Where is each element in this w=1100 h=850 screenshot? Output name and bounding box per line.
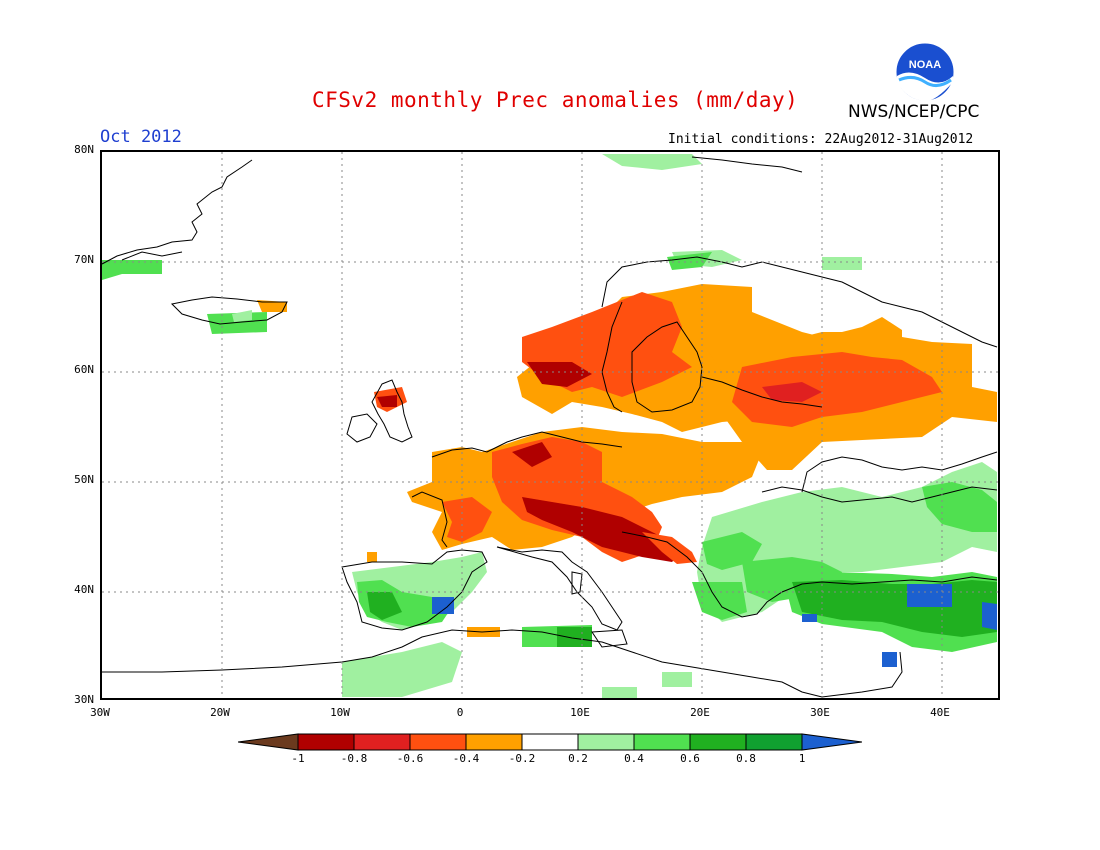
lon-label-10w: 10W — [330, 706, 350, 719]
patch-iceland-orange — [257, 300, 287, 312]
colorbar-tick-label: -0.4 — [452, 752, 480, 765]
colorbar-tick-label: -0.6 — [396, 752, 424, 765]
colorbar-swatch — [409, 733, 467, 751]
lon-label-30w: 30W — [90, 706, 110, 719]
logo-text: NOAA — [909, 59, 941, 71]
lon-label-0: 0 — [456, 706, 464, 719]
patch-russia-dark — [762, 382, 822, 402]
colorbar-swatch — [577, 733, 635, 751]
forecast-month: Oct 2012 — [100, 127, 182, 147]
lon-label-30e: 30E — [810, 706, 830, 719]
colorbar-swatch — [297, 733, 355, 751]
coastlines — [102, 156, 998, 698]
colorbar — [238, 733, 862, 751]
patch-russia-red — [732, 352, 942, 427]
colorbar-swatch — [745, 733, 803, 751]
lat-label-70n: 70N — [74, 253, 94, 266]
patch-north-africa-green — [342, 642, 462, 697]
patch-greece-green — [692, 582, 747, 620]
map-title: CFSv2 monthly Prec anomalies (mm/day) — [312, 88, 799, 112]
lon-label-40e: 40E — [930, 706, 950, 719]
patch-france-red — [442, 497, 492, 542]
patch-turkey-blue — [802, 584, 997, 667]
anomaly-map — [102, 152, 998, 698]
patch-north-africa-dark — [557, 627, 592, 647]
patch-iberia-blue — [432, 597, 454, 614]
lon-label-10e: 10E — [570, 706, 590, 719]
colorbar-triangle-high — [801, 733, 862, 751]
colorbar-tick-label: -1 — [291, 752, 305, 765]
graticule — [102, 152, 998, 698]
patch-sicily-orange — [367, 552, 377, 562]
patch-norway-dark — [527, 362, 592, 387]
colorbar-swatch — [633, 733, 691, 751]
lat-label-80n: 80N — [74, 143, 94, 156]
colorbar-tick-label: -0.2 — [508, 752, 536, 765]
patch-alps-dark — [512, 442, 682, 562]
lat-label-60n: 60N — [74, 363, 94, 376]
patch-kola-green — [672, 250, 862, 270]
patch-scotland-dark — [377, 395, 397, 407]
patch-libya-green — [602, 672, 692, 698]
lat-label-30n: 30N — [74, 693, 94, 706]
colorbar-swatch — [353, 733, 411, 751]
colorbar-swatch — [689, 733, 747, 751]
noaa-logo-icon: NOAA — [895, 42, 955, 102]
colorbar-tick-label: -0.8 — [340, 752, 368, 765]
patch-norway-coast-green — [667, 252, 712, 270]
colorbar-swatch — [465, 733, 523, 751]
patch-greenland-green — [102, 260, 162, 280]
initial-conditions: Initial conditions: 22Aug2012-31Aug2012 — [668, 132, 974, 147]
patch-iberia-darkgreen — [367, 592, 402, 620]
lat-label-50n: 50N — [74, 473, 94, 486]
colorbar-tick-label: 0.2 — [568, 752, 588, 765]
anomaly-patches — [102, 154, 997, 698]
lon-label-20e: 20E — [690, 706, 710, 719]
colorbar-tick-label: 0.6 — [680, 752, 700, 765]
colorbar-tick-label: 1 — [798, 752, 806, 765]
organization-label: NWS/NCEP/CPC — [848, 102, 980, 122]
colorbar-triangle-low — [238, 733, 299, 751]
lat-label-40n: 40N — [74, 583, 94, 596]
patch-iceland-lightgreen — [232, 310, 252, 322]
lon-label-20w: 20W — [210, 706, 230, 719]
colorbar-tick-label: 0.4 — [624, 752, 644, 765]
colorbar-swatch — [521, 733, 579, 751]
patch-italy-red — [642, 532, 697, 564]
patch-svalbard-green — [602, 154, 702, 170]
colorbar-tick-label: 0.8 — [736, 752, 756, 765]
map-panel — [100, 150, 1000, 700]
